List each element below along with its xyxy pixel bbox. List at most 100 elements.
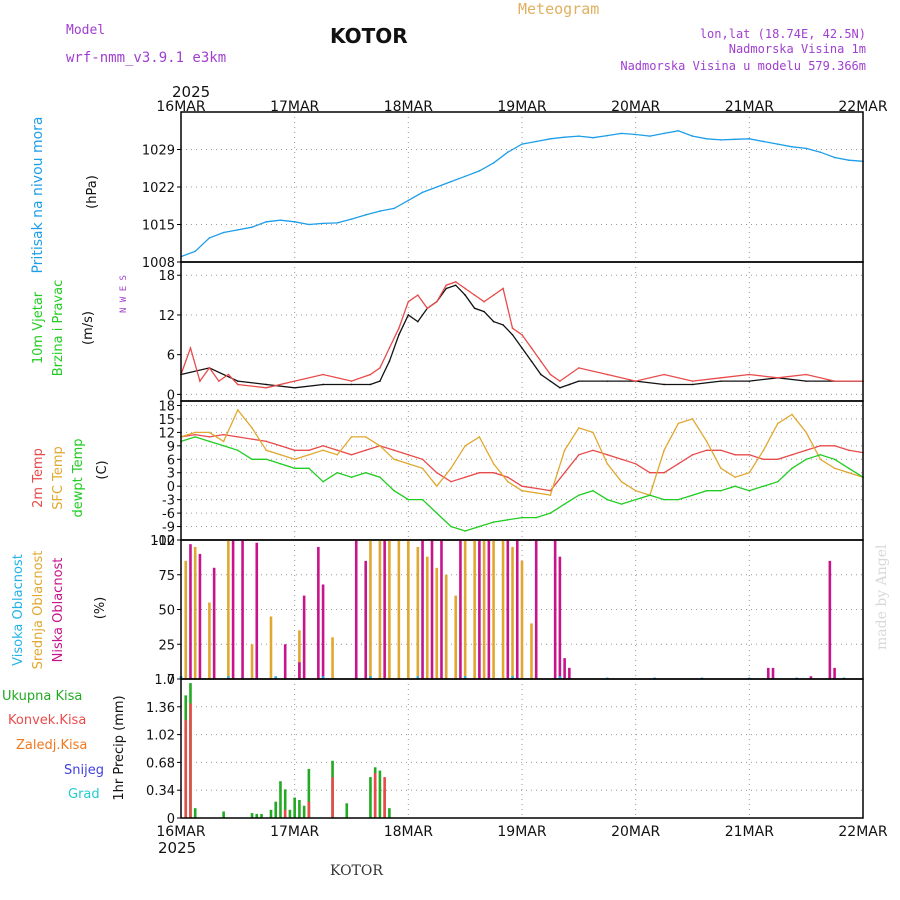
data-point: [492, 294, 495, 296]
y-tick-label: 6: [167, 453, 175, 468]
data-point: [847, 471, 850, 474]
data-point: [634, 462, 637, 465]
bar-srednja-oblacnost: [208, 602, 211, 679]
data-point: [805, 431, 807, 434]
data-point: [521, 485, 523, 487]
data-point: [473, 307, 476, 310]
bar-srednja-oblacnost: [250, 644, 254, 679]
wind-label-1: 10m Vjetar: [31, 291, 46, 364]
x-tick-label-top: 22MAR: [838, 99, 887, 115]
data-point: [776, 143, 779, 145]
data-point: [445, 287, 448, 290]
data-point: [819, 458, 822, 461]
data-point: [279, 445, 282, 447]
data-point: [563, 503, 566, 505]
data-point: [748, 471, 751, 474]
y-tick-label: 0.68: [146, 756, 175, 771]
data-point: [237, 436, 239, 438]
data-point: [833, 458, 836, 461]
data-point: [407, 454, 410, 456]
x-tick-label-bottom: 18MAR: [384, 824, 433, 840]
data-point: [322, 383, 324, 386]
temp-label-1: 2m Temp: [31, 448, 46, 508]
data-point: [483, 310, 485, 313]
bar-konvek.kisa: [383, 777, 386, 818]
data-point: [492, 320, 495, 323]
data-point: [398, 334, 400, 336]
data-point: [426, 307, 429, 310]
bar-ukupna-kisa: [369, 777, 372, 818]
data-point: [218, 380, 220, 382]
data-point: [634, 133, 637, 136]
data-point: [398, 327, 400, 329]
y-tick-label: 0.34: [146, 784, 175, 799]
y-tick-label: 1.7: [154, 673, 175, 688]
data-point: [265, 458, 268, 461]
y-tick-label: 0: [167, 673, 175, 688]
data-point: [464, 445, 466, 447]
data-point: [530, 360, 533, 363]
data-point: [478, 170, 481, 172]
bar-ukupna-kisa: [250, 813, 254, 818]
cloud-label-1: Visoka Oblacnost: [11, 554, 26, 666]
temp-label-3: dewpt Temp: [71, 438, 86, 517]
data-point: [393, 489, 395, 492]
data-point: [705, 489, 708, 492]
data-point: [265, 221, 268, 223]
data-point: [417, 320, 419, 323]
bar-ukupna-kisa: [269, 809, 273, 818]
data-point: [620, 480, 623, 483]
data-point: [473, 294, 476, 296]
x-tick-label-bottom: 19MAR: [497, 824, 546, 840]
bar-ukupna-kisa: [388, 808, 391, 818]
data-point: [606, 454, 609, 456]
data-point: [237, 409, 239, 411]
data-point: [578, 380, 580, 382]
data-point: [720, 139, 722, 141]
data-point: [393, 458, 395, 461]
bar-konvek.kisa: [189, 703, 192, 818]
data-point: [748, 373, 751, 376]
bar-niska-oblacnost: [364, 560, 368, 679]
data-point: [388, 347, 391, 349]
data-point: [350, 218, 353, 220]
data-point: [478, 525, 481, 528]
data-point: [237, 229, 239, 231]
bar-niska-oblacnost: [198, 553, 202, 679]
bar-visoka-oblacnost: [321, 676, 325, 679]
data-point: [407, 300, 410, 303]
bar-srednja-oblacnost: [397, 540, 401, 679]
x-tick-label-bottom: 20MAR: [611, 824, 660, 840]
data-point: [511, 334, 514, 336]
data-point: [720, 377, 722, 379]
data-point: [435, 186, 438, 188]
data-point: [606, 380, 609, 382]
data-point: [649, 471, 651, 474]
data-point: [492, 521, 495, 523]
bar-ukupna-kisa: [293, 797, 296, 818]
data-point: [833, 156, 836, 159]
data-point: [208, 367, 211, 369]
data-point: [350, 436, 353, 438]
data-point: [194, 436, 197, 438]
data-point: [222, 433, 225, 436]
bar-ukupna-kisa: [279, 781, 282, 818]
data-point: [322, 373, 324, 376]
data-point: [805, 449, 807, 452]
data-point: [445, 284, 448, 286]
y-tick-label: -12: [154, 534, 175, 549]
data-point: [677, 462, 680, 465]
data-point: [222, 445, 225, 447]
data-point: [748, 454, 751, 456]
data-point: [379, 380, 381, 382]
bar-srednja-oblacnost: [369, 540, 372, 679]
y-tick-label: 0: [167, 480, 175, 495]
data-point: [454, 281, 457, 283]
bar-niska-oblacnost: [487, 540, 491, 679]
data-point: [620, 458, 623, 461]
bar-srednja-oblacnost: [184, 560, 188, 679]
series-2m-temp: [180, 433, 864, 492]
bar-srednja-oblacnost: [492, 540, 495, 679]
data-point: [791, 413, 793, 416]
data-point: [791, 467, 793, 470]
